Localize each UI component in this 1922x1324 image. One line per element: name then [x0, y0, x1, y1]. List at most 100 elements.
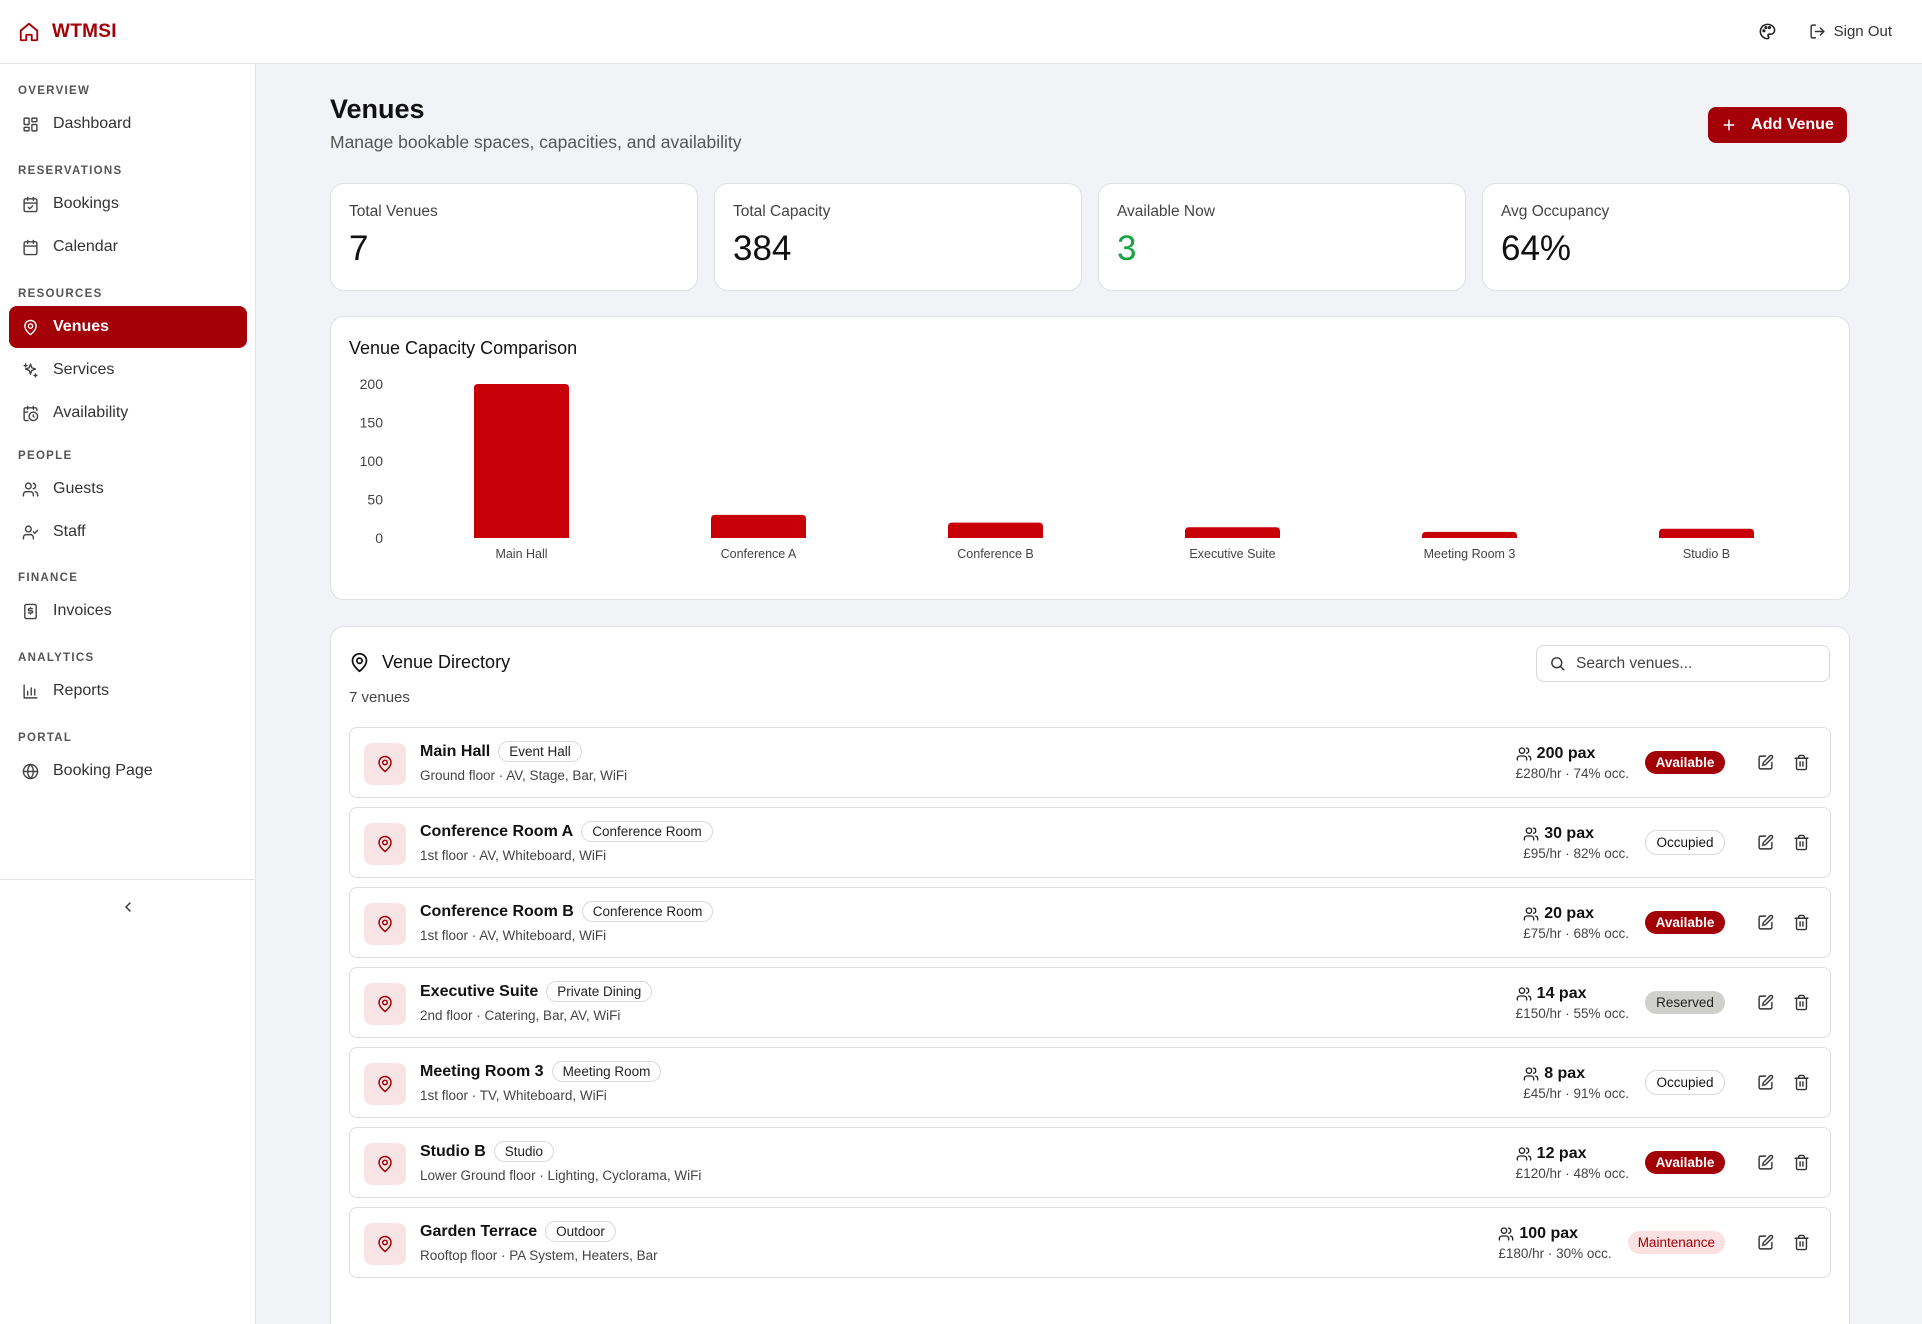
collapse-sidebar-button[interactable]	[116, 895, 140, 919]
sidebar-item-invoices[interactable]: Invoices	[9, 590, 247, 632]
delete-venue-button[interactable]	[1783, 1145, 1819, 1181]
palette-icon	[1758, 22, 1777, 41]
capacity-chart-card: Venue Capacity Comparison 0 50 100 150 200 Ma…	[330, 316, 1850, 600]
directory-title: Venue Directory	[382, 652, 511, 672]
delete-venue-button[interactable]	[1783, 745, 1819, 781]
venue-capacity: 200 pax	[1536, 744, 1596, 762]
nav-section-heading: OVERVIEW	[18, 85, 91, 97]
venue-capacity: 100 pax	[1519, 1224, 1579, 1242]
bar-chart-icon	[20, 681, 40, 701]
edit-venue-button[interactable]	[1747, 985, 1783, 1021]
edit-icon	[1757, 994, 1774, 1011]
edit-venue-button[interactable]	[1747, 1225, 1783, 1261]
venue-row[interactable]: Garden Terrace Outdoor Rooftop floor · PA …	[349, 1207, 1831, 1278]
app-name: WTMSI	[52, 20, 117, 42]
edit-venue-button[interactable]	[1747, 825, 1783, 861]
sidebar-item-services[interactable]: Services	[9, 349, 247, 391]
venue-details: 1st floor · AV, Whiteboard, WiFi	[420, 848, 607, 863]
nav-section-resources: RESOURCES Venues Services Availability	[0, 285, 256, 434]
venue-row[interactable]: Conference Room B Conference Room 1st floo…	[349, 887, 1831, 958]
venue-name: Studio B	[420, 1142, 486, 1160]
users-icon	[1516, 746, 1532, 762]
users-icon	[1498, 1226, 1514, 1242]
edit-venue-button[interactable]	[1747, 905, 1783, 941]
sidebar-item-availability[interactable]: Availability	[9, 392, 247, 434]
venue-pin-icon	[364, 743, 406, 785]
users-icon	[1516, 1146, 1532, 1162]
venue-type-badge: Studio	[493, 1141, 555, 1162]
sidebar-item-venues[interactable]: Venues	[9, 306, 247, 348]
sign-out-button[interactable]: Sign Out	[1809, 23, 1892, 40]
trash-icon	[1793, 994, 1810, 1011]
venue-row[interactable]: Main Hall Event Hall Ground floor · AV, St…	[349, 727, 1831, 798]
sidebar-item-label: Services	[53, 361, 115, 378]
user-check-icon	[20, 522, 40, 542]
delete-venue-button[interactable]	[1783, 1065, 1819, 1101]
top-bar: WTMSI Sign Out	[0, 0, 1922, 64]
venue-pin-icon	[364, 903, 406, 945]
venue-rate: £75/hr · 68% occ.	[1523, 925, 1629, 941]
sidebar: OVERVIEW Dashboard RESERVATIONS Bookings Cal…	[0, 64, 256, 1324]
sidebar-item-booking-page[interactable]: Booking Page	[9, 750, 247, 792]
venue-count: 7 venues	[349, 689, 410, 706]
stat-value: 7	[349, 229, 369, 268]
venue-type-badge: Conference Room	[581, 901, 714, 922]
delete-venue-button[interactable]	[1783, 1225, 1819, 1261]
status-badge: Occupied	[1645, 1070, 1725, 1095]
add-venue-button[interactable]: Add Venue	[1708, 107, 1847, 143]
sidebar-item-label: Venues	[53, 318, 110, 335]
stat-card-total-capacity: Total Capacity 384	[714, 183, 1082, 291]
sidebar-item-reports[interactable]: Reports	[9, 670, 247, 712]
delete-venue-button[interactable]	[1783, 985, 1819, 1021]
home-icon	[18, 21, 40, 43]
sidebar-item-guests[interactable]: Guests	[9, 468, 247, 510]
edit-venue-button[interactable]	[1747, 1065, 1783, 1101]
status-badge: Occupied	[1645, 830, 1725, 855]
sidebar-divider	[0, 879, 256, 880]
edit-venue-button[interactable]	[1747, 745, 1783, 781]
venue-rate: £280/hr · 74% occ.	[1515, 765, 1629, 781]
users-icon	[20, 479, 40, 499]
theme-palette-button[interactable]	[1753, 17, 1783, 47]
search-input[interactable]	[1576, 654, 1816, 673]
venue-type-badge: Conference Room	[581, 821, 713, 842]
venue-search[interactable]	[1536, 645, 1830, 682]
x-tick-label: Main Hall	[495, 547, 547, 561]
venue-capacity: 14 pax	[1536, 984, 1587, 1002]
sidebar-item-staff[interactable]: Staff	[9, 511, 247, 553]
edit-icon	[1757, 1234, 1774, 1251]
bar-meeting-room-3[interactable]	[1422, 531, 1517, 538]
y-tick-label: 200	[360, 376, 384, 392]
delete-venue-button[interactable]	[1783, 825, 1819, 861]
venue-row[interactable]: Conference Room A Conference Room 1st floo…	[349, 807, 1831, 878]
bar-conference-a[interactable]	[711, 514, 806, 538]
sidebar-item-label: Invoices	[53, 602, 112, 619]
bar-main-hall[interactable]	[474, 384, 569, 538]
sidebar-item-dashboard[interactable]: Dashboard	[9, 103, 247, 145]
venue-details: Ground floor · AV, Stage, Bar, WiFi	[420, 768, 628, 783]
users-icon	[1523, 906, 1539, 922]
venue-details: 2nd floor · Catering, Bar, AV, WiFi	[420, 1008, 621, 1023]
venue-rate: £180/hr · 30% occ.	[1498, 1245, 1612, 1261]
trash-icon	[1793, 914, 1810, 931]
venue-rate: £95/hr · 82% occ.	[1523, 845, 1629, 861]
edit-icon	[1757, 754, 1774, 771]
page-subtitle: Manage bookable spaces, capacities, and …	[330, 132, 742, 152]
sidebar-item-calendar[interactable]: Calendar	[9, 226, 247, 268]
venue-row[interactable]: Executive Suite Private Dining 2nd floor ·…	[349, 967, 1831, 1038]
bar-studio-b[interactable]	[1659, 528, 1754, 538]
bar-conference-b[interactable]	[948, 522, 1043, 538]
venue-row[interactable]: Meeting Room 3 Meeting Room 1st floor · TV…	[349, 1047, 1831, 1118]
nav-section-heading: RESOURCES	[18, 288, 103, 300]
x-tick-label: Conference B	[957, 547, 1033, 561]
stat-label: Total Venues	[349, 203, 438, 220]
venue-row[interactable]: Studio B Studio Lower Ground floor · Light…	[349, 1127, 1831, 1198]
sidebar-item-bookings[interactable]: Bookings	[9, 183, 247, 225]
brand[interactable]: WTMSI	[18, 21, 117, 43]
edit-venue-button[interactable]	[1747, 1145, 1783, 1181]
bar-executive-suite[interactable]	[1185, 527, 1280, 538]
delete-venue-button[interactable]	[1783, 905, 1819, 941]
chevron-left-icon	[120, 899, 136, 915]
venue-pin-icon	[364, 1223, 406, 1265]
venue-pin-icon	[364, 983, 406, 1025]
